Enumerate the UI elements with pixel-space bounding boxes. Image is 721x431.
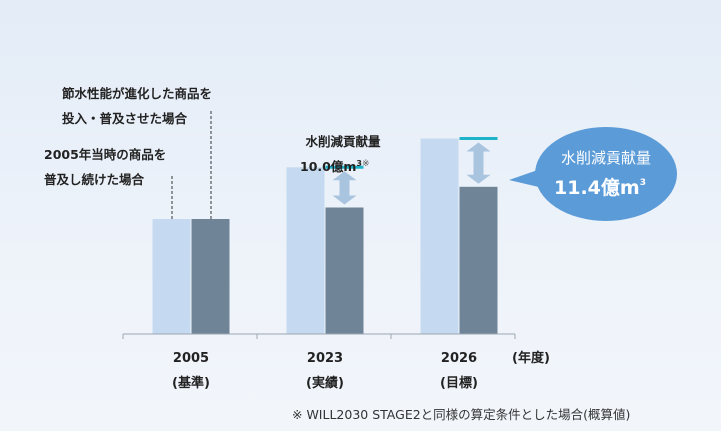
reduction-bubble: 水削減貢献量 11.4億m3	[509, 127, 677, 221]
footnote: ※ WILL2030 STAGE2と同様の算定条件とした場合(概算値)	[292, 407, 630, 422]
category-sublabel-2026: (目標)	[440, 375, 478, 391]
reduction-2023-value: 10.0億m3※	[300, 159, 370, 174]
reduction-2023-value-text: 10.0億m	[300, 159, 356, 174]
legend-series2-line2: 投入・普及させた場合	[62, 111, 188, 126]
category-label-2026: 2026	[441, 351, 477, 366]
bubble-value: 11.4億m3	[554, 176, 646, 199]
bar-series1-2026	[420, 138, 459, 334]
category-label-2005: 2005	[173, 351, 209, 366]
category-label-2023: 2023	[307, 351, 343, 366]
legend-series1-line2: 普及し続けた場合	[44, 172, 145, 187]
reduction-2023-label: 水削減貢献量	[305, 134, 381, 149]
legend-series1-line1: 2005年当時の商品を	[44, 147, 166, 162]
bar-series2-2026	[459, 186, 498, 334]
reduction-2023-note-mark: ※	[362, 159, 370, 169]
bar-series1-2023	[286, 167, 325, 334]
category-sublabel-2005: (基準)	[172, 375, 210, 391]
category-labels: 2005 (基準) 2023 (実績) 2026 (目標)	[172, 351, 478, 391]
x-unit-label: (年度)	[512, 350, 550, 366]
reduction-2023-value-sup: 3	[356, 159, 362, 168]
bubble-value-sup: 3	[640, 178, 646, 188]
legend-series2-line1: 節水性能が進化した商品を	[62, 86, 212, 101]
bars-group	[152, 137, 498, 334]
bubble-value-text: 11.4億m	[554, 176, 640, 199]
category-sublabel-2023: (実績)	[306, 375, 344, 391]
reduction-arrow-2026	[466, 142, 491, 184]
reduction-arrow-2023	[332, 171, 357, 205]
bar-series2-2023	[325, 207, 364, 334]
bar-series2-2005	[191, 219, 230, 334]
bar-series1-2005	[152, 219, 191, 334]
bubble-label: 水削減貢献量	[561, 149, 651, 167]
bubble-body	[535, 127, 677, 221]
